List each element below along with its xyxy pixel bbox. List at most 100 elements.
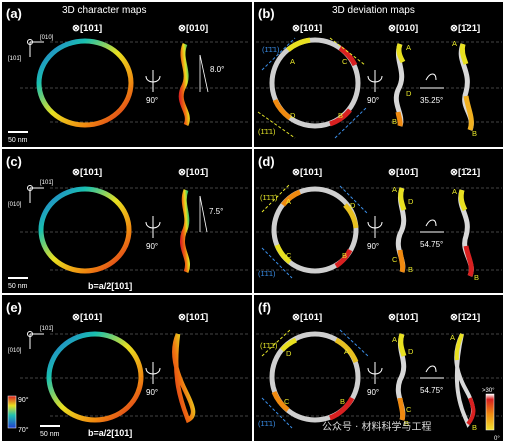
panel-b-label: (b)	[258, 6, 275, 21]
panel-b-rot2: 35.25°	[420, 96, 443, 105]
panel-d-rotation-icon-1	[367, 216, 383, 238]
panel-c-label: (c)	[6, 154, 22, 169]
panel-f-side2-a: A	[450, 333, 455, 342]
panel-f-zone2: ⊗[101̄]	[388, 312, 418, 323]
panel-a-axis-top: [010]	[40, 35, 54, 41]
panel-e-burgers: b=a/2[101]	[88, 428, 132, 438]
panel-b-seg-c: C	[342, 57, 348, 66]
panel-a-loop	[36, 38, 134, 128]
panel-c-zone1: ⊗[101]	[72, 167, 102, 178]
panel-a-zone2: ⊗[010]	[178, 23, 208, 34]
panel-f-plane-1: (1̄1̄1̄)	[260, 341, 278, 350]
panel-f-side-d: D	[408, 347, 414, 356]
panel-b-zone3: ⊗[1̄21]	[450, 23, 480, 34]
panel-d-rot1: 90°	[367, 242, 379, 251]
panel-f-colorbar-bottom: 0°	[494, 436, 500, 442]
panel-d-seg-c: C	[286, 251, 292, 260]
panel-d-seg-b: B	[342, 251, 347, 260]
panel-b-seg-d: D	[290, 111, 296, 120]
panel-e-axis-top: [101̄]	[40, 326, 54, 332]
panel-f-rot1: 90°	[367, 388, 379, 397]
panel-e-axis-left: [010]	[8, 348, 22, 354]
panel-d-zone3: ⊗[1̄21]	[450, 167, 480, 178]
panel-b: (b) 3D deviation maps ⊗[101] ⊗[010] ⊗[1̄…	[256, 5, 502, 139]
panel-b-side-d: D	[406, 89, 412, 98]
panel-f-rot2: 54.75°	[420, 386, 443, 395]
panel-d-label: (d)	[258, 154, 275, 169]
panel-d-side-c: C	[392, 255, 398, 264]
panel-f-side2-b: B	[472, 423, 477, 432]
panel-f-zone1: ⊗[101]	[292, 312, 322, 323]
panel-d-zone1: ⊗[101]	[292, 167, 322, 178]
panel-b-side2-a: A	[452, 39, 457, 48]
panel-c-zone2: ⊗[101̄]	[178, 167, 208, 178]
panel-e-background	[2, 295, 252, 441]
panel-d-seg-d: D	[350, 201, 356, 210]
panel-d-side-b: B	[408, 265, 413, 274]
panel-a-side-loop	[178, 43, 190, 127]
panel-a-zone1: ⊗[101]	[72, 23, 102, 34]
panel-a-scale: 50 nm	[8, 137, 28, 144]
panel-e-side-loop	[172, 333, 196, 424]
panel-e-loop	[46, 331, 144, 423]
panel-f-seg-d: D	[286, 349, 292, 358]
panel-d-plane-1: (1̄1̄1̄)	[260, 193, 278, 202]
panel-d-side2-a: A	[452, 187, 457, 196]
panel-c-tilt: 7.5°	[209, 207, 223, 216]
panel-a-rot-angle: 90°	[146, 96, 158, 105]
panel-a-rotation-icon	[145, 70, 161, 92]
panel-d-plane-2: (1̄1̄1)	[258, 269, 276, 278]
panel-c-scale: 50 nm	[8, 283, 28, 290]
panel-e: (e) ⊗[101] ⊗[101̄] [101̄] [010] 90° 90° …	[6, 300, 250, 438]
panel-b-side-a: A	[406, 43, 411, 52]
panel-d-seg-a: A	[286, 197, 291, 206]
panel-d-background	[254, 149, 503, 293]
panel-b-title: 3D deviation maps	[332, 5, 415, 16]
panel-e-scale: 50 nm	[40, 431, 60, 438]
panel-b-seg-b: B	[338, 111, 343, 120]
panel-b-side2-b: B	[472, 129, 477, 138]
panel-f-colorbar-top: >30°	[482, 388, 495, 394]
panel-d-side2-b: B	[474, 273, 479, 282]
panel-e-colorbar-top: 90°	[18, 396, 29, 404]
panel-d-side-a: A	[392, 185, 397, 194]
panel-f: (f) ⊗[101] ⊗[101̄] ⊗[1̄21] (1̄1̄1̄) (1̄1…	[256, 300, 502, 442]
panel-f-side-c: C	[406, 405, 412, 414]
panel-d-loop	[271, 186, 359, 274]
panel-a-tilt: 8.0°	[210, 65, 224, 74]
panel-e-colorbar	[7, 395, 17, 429]
panel-c-burgers: b=a/2[101]	[88, 281, 132, 291]
panel-e-rot-angle: 90°	[146, 388, 158, 397]
panel-e-zone1: ⊗[101]	[72, 312, 102, 323]
panel-f-label: (f)	[258, 300, 271, 315]
panel-c-rot-angle: 90°	[146, 242, 158, 251]
panel-d-side-d: D	[408, 197, 414, 206]
panel-a: (a) 3D character maps ⊗[101] ⊗[010] [010…	[6, 5, 250, 144]
panel-b-side-b: B	[392, 117, 397, 126]
panel-d-guides	[256, 187, 502, 271]
watermark: 公众号 · 材料科学与工程	[322, 420, 432, 433]
panel-c-loop	[38, 186, 132, 274]
panel-b-seg-a: A	[290, 57, 295, 66]
panel-a-label: (a)	[6, 6, 22, 21]
panel-a-guides	[20, 41, 250, 123]
panel-f-side-b: B	[404, 419, 409, 428]
panel-d-rotation-icon-2	[420, 219, 444, 233]
panel-f-plane-2: (1̄1̄1)	[258, 419, 276, 428]
panel-b-zone2: ⊗[010]	[388, 23, 418, 34]
panel-d: (d) ⊗[101] ⊗[101̄] ⊗[1̄21] (1̄1̄1̄) (1̄1…	[256, 154, 502, 282]
panel-e-zone2: ⊗[101̄]	[178, 312, 208, 323]
panel-b-plane-2: (1̄1̄1)	[258, 127, 276, 136]
panel-f-side-a: A	[392, 335, 397, 344]
panel-b-rot1: 90°	[367, 96, 379, 105]
panel-f-zone3: ⊗[1̄21]	[450, 312, 480, 323]
panel-f-loop	[269, 331, 361, 423]
panel-a-title: 3D character maps	[62, 5, 146, 16]
panel-f-colorbar	[485, 393, 495, 431]
panel-f-seg-b: B	[340, 397, 345, 406]
panel-c-rotation-icon	[145, 216, 161, 238]
panel-c-axis-top: [101̄]	[40, 180, 54, 186]
panel-b-loop	[269, 37, 361, 129]
panel-c-guides	[20, 187, 250, 271]
panel-e-rotation-icon	[145, 362, 161, 384]
